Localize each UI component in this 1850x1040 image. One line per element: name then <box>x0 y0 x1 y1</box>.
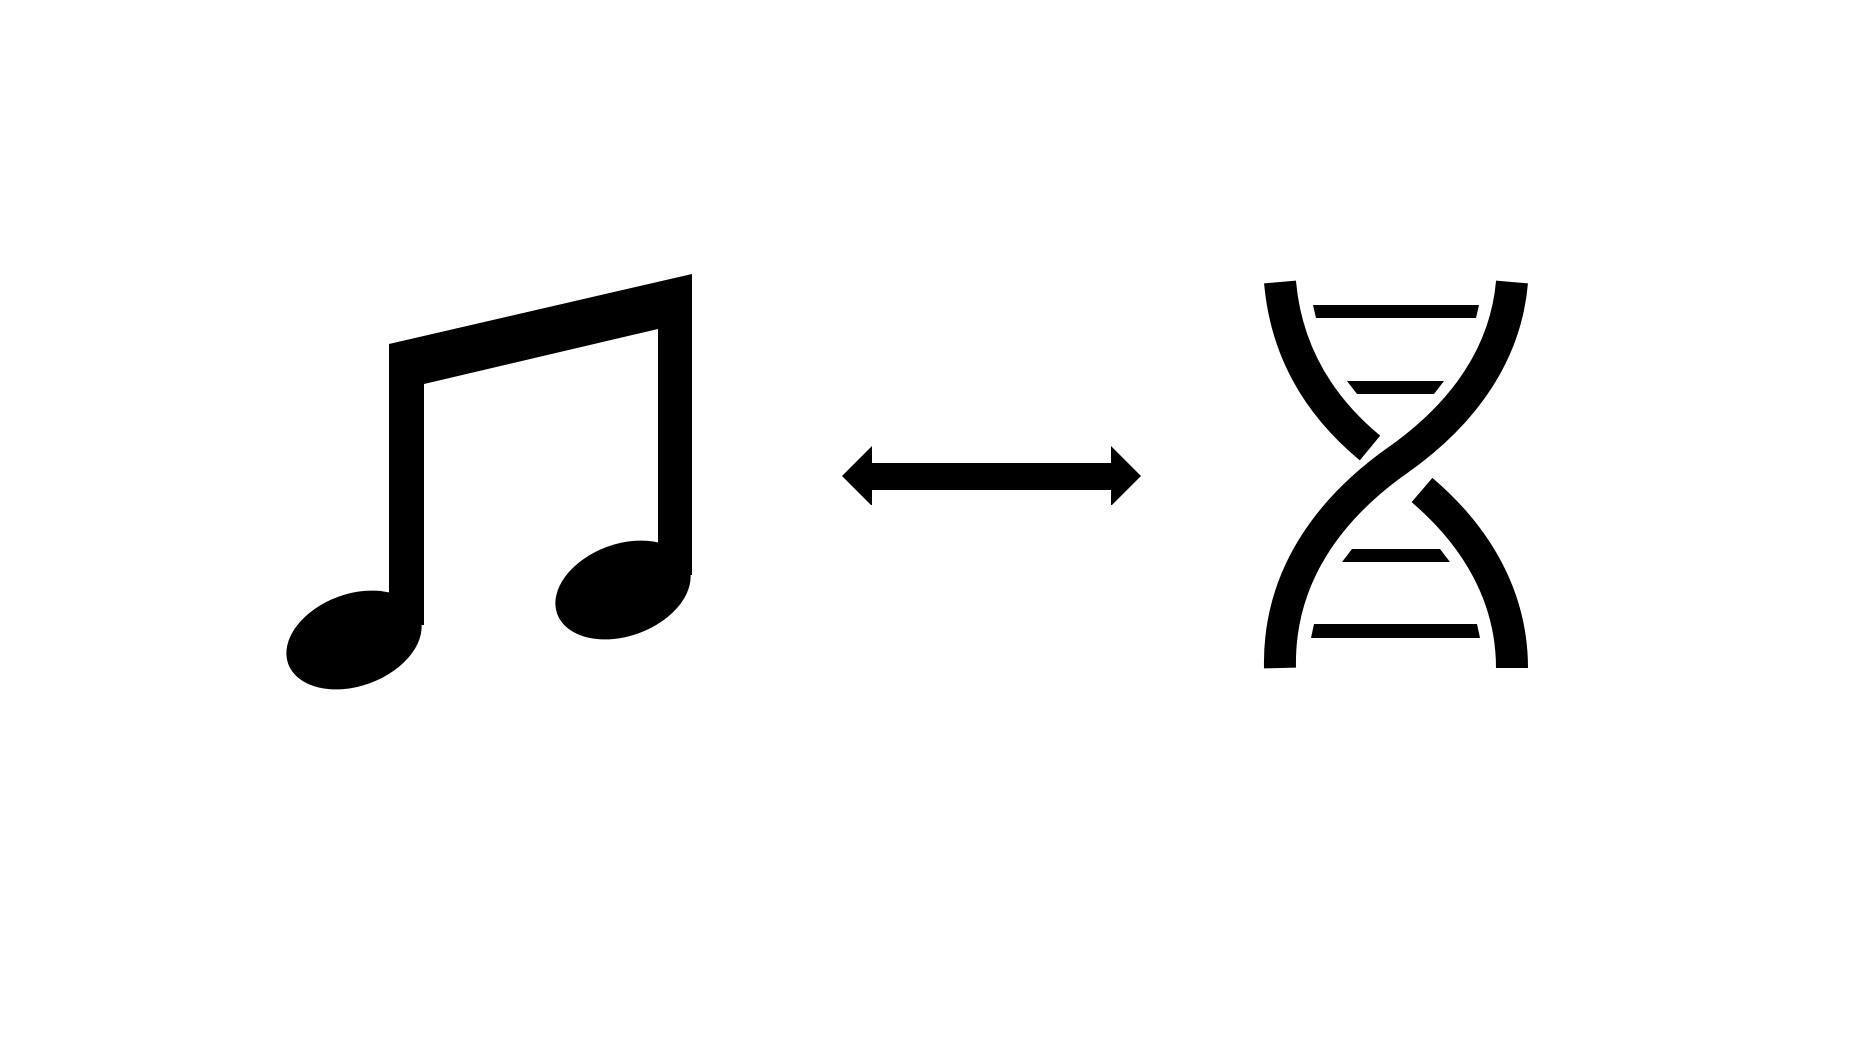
dna-strand-main <box>1263 280 1528 669</box>
dna-rung-2 <box>1347 381 1444 394</box>
dna-rung-4 <box>1311 624 1480 638</box>
dna-rung-1 <box>1313 305 1479 318</box>
dna-icon <box>1255 270 1530 680</box>
dna-rung-3 <box>1342 549 1450 562</box>
dna-strand-upper-left <box>1264 280 1381 461</box>
music-note-left-head <box>286 590 422 690</box>
double-arrow-shape <box>842 446 1141 505</box>
double-arrow-icon <box>840 443 1145 505</box>
music-note-right-head <box>555 540 691 640</box>
music-note-icon <box>280 270 700 690</box>
dna-svg <box>1263 280 1528 669</box>
music-note-beam-and-stems <box>389 274 692 625</box>
dna-strand-lower-right <box>1411 477 1528 669</box>
double-arrow-svg <box>842 446 1141 505</box>
music-note-svg <box>286 274 692 690</box>
